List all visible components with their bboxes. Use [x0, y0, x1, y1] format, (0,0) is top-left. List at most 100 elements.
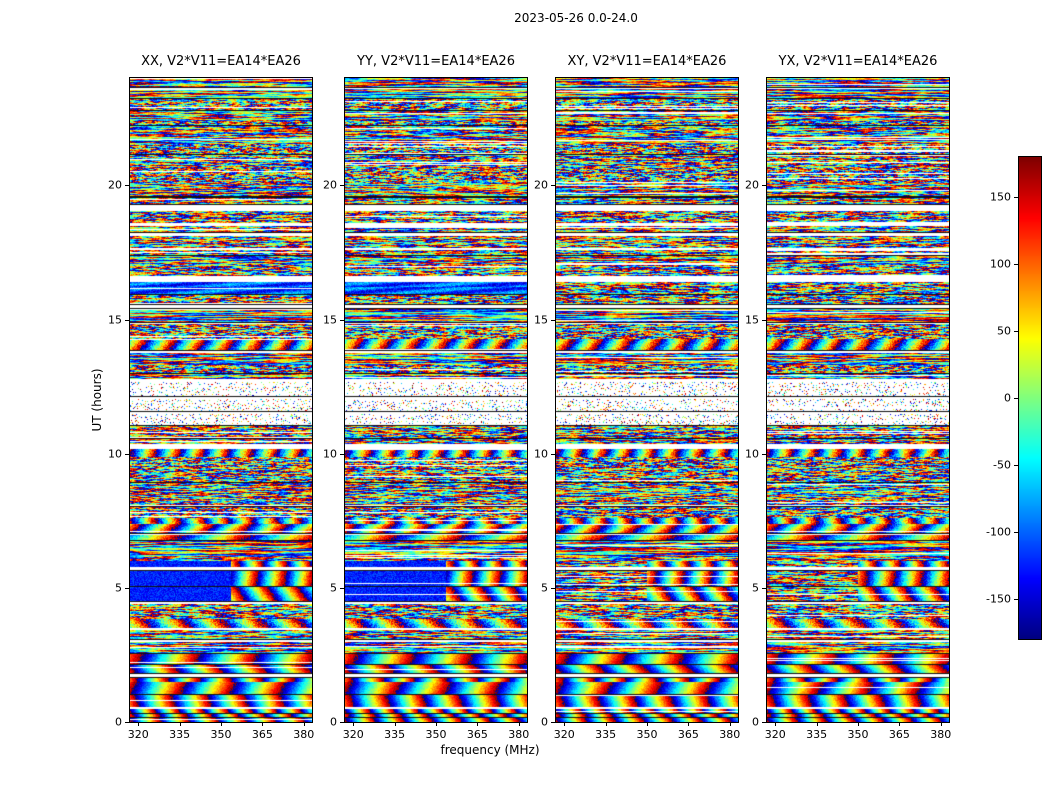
y-tick-label: 15: [323, 313, 337, 326]
y-tick-label: 150: [990, 190, 1011, 204]
x-tick-mark: [303, 722, 305, 726]
colorbar-gradient-canvas: [1019, 157, 1041, 639]
x-tick-label: 320: [342, 728, 364, 741]
y-tick-label: -50: [993, 458, 1011, 472]
y-tick-label: 0: [541, 715, 548, 729]
y-tick-mark: [1014, 598, 1019, 600]
y-tick-mark: [125, 319, 130, 321]
panel-yy: YY, V2*V11=EA14*EA26 320 335 350 365 380 0 5 10…: [323, 54, 529, 741]
x-tick-mark: [353, 722, 355, 726]
y-tick-label: 10: [745, 447, 759, 461]
x-tick-label: 350: [636, 728, 658, 741]
x-tick-mark: [816, 722, 818, 726]
y-tick-label: 20: [108, 178, 122, 192]
x-axis-label: frequency (MHz): [440, 743, 540, 757]
y-tick-label: -150: [986, 592, 1011, 606]
y-tick-mark: [340, 587, 345, 589]
heatmap-canvas-xy: [556, 78, 738, 722]
x-tick-label: 320: [553, 728, 575, 741]
y-tick-mark: [125, 722, 130, 723]
y-tick-label: 0: [330, 715, 337, 729]
y-tick-mark: [551, 185, 556, 187]
y-tick-label: 100: [990, 257, 1011, 271]
x-tick-mark: [605, 722, 607, 726]
x-tick-mark: [729, 722, 731, 726]
y-tick-mark: [125, 185, 130, 187]
x-tick-label: 335: [384, 728, 406, 741]
heatmap-canvas-xx: [130, 78, 312, 722]
y-tick-mark: [1014, 331, 1019, 333]
panel-ticks: 320 335 350 365 380 0 5 10 15 20: [108, 78, 314, 741]
y-tick-mark: [340, 185, 345, 187]
x-tick-mark: [394, 722, 396, 726]
y-tick-mark: [125, 587, 130, 589]
panel-ticks: 320 335 350 365 380 0 5 10 15 20: [534, 78, 740, 741]
y-tick-mark: [551, 453, 556, 455]
y-tick-label: 20: [534, 178, 548, 192]
y-tick-mark: [1014, 398, 1019, 399]
y-tick-mark: [125, 453, 130, 455]
y-axis-label: UT (hours): [90, 368, 104, 432]
y-tick-mark: [1014, 464, 1019, 466]
y-tick-mark: [340, 319, 345, 321]
x-tick-label: 320: [764, 728, 786, 741]
x-tick-mark: [858, 722, 859, 726]
y-tick-label: 15: [108, 313, 122, 326]
y-tick-label: 0: [752, 715, 759, 729]
y-tick-label: 0: [1004, 391, 1011, 405]
y-tick-label: 5: [115, 581, 122, 595]
x-tick-mark: [477, 722, 479, 726]
x-tick-label: 380: [719, 728, 741, 741]
y-tick-mark: [1014, 531, 1019, 533]
x-tick-label: 380: [930, 728, 952, 741]
y-tick-mark: [1014, 264, 1019, 266]
panel-yx: YX, V2*V11=EA14*EA26 320 335 350 365 380 0 5 10…: [745, 54, 951, 741]
x-tick-label: 365: [677, 728, 699, 741]
x-tick-label: 365: [466, 728, 488, 741]
y-tick-label: 15: [745, 313, 759, 326]
y-tick-mark: [762, 185, 767, 187]
x-tick-mark: [179, 722, 181, 726]
y-tick-label: 15: [534, 313, 548, 326]
x-tick-mark: [775, 722, 777, 726]
colorbar-ticks: 150 100 50 0 -50 -100 -150: [986, 157, 1041, 639]
y-tick-label: 20: [745, 178, 759, 192]
y-tick-label: 10: [108, 447, 122, 461]
y-tick-mark: [762, 587, 767, 589]
x-tick-label: 380: [508, 728, 530, 741]
x-tick-mark: [647, 722, 648, 726]
panel-title-xy: XY, V2*V11=EA14*EA26: [567, 54, 727, 69]
x-tick-label: 350: [425, 728, 447, 741]
x-tick-label: 380: [293, 728, 315, 741]
y-tick-label: 0: [115, 715, 122, 729]
panel-ticks: 320 335 350 365 380 0 5 10 15 20: [745, 78, 951, 741]
y-tick-mark: [340, 722, 345, 723]
panel-title-yx: YX, V2*V11=EA14*EA26: [778, 54, 938, 69]
y-tick-label: 50: [997, 324, 1011, 338]
x-tick-label: 335: [595, 728, 617, 741]
y-tick-label: 10: [323, 447, 337, 461]
x-tick-mark: [899, 722, 901, 726]
x-tick-label: 335: [169, 728, 191, 741]
x-tick-label: 335: [806, 728, 828, 741]
y-tick-label: 20: [323, 178, 337, 192]
x-tick-label: 365: [251, 728, 273, 741]
y-tick-mark: [551, 319, 556, 321]
heatmap-canvas-yy: [345, 78, 527, 722]
heatmap-canvas-yx: [767, 78, 949, 722]
x-tick-mark: [436, 722, 437, 726]
y-tick-label: 5: [541, 581, 548, 595]
x-tick-mark: [940, 722, 942, 726]
x-tick-mark: [138, 722, 140, 726]
x-tick-mark: [688, 722, 690, 726]
x-tick-mark: [564, 722, 566, 726]
figure-title: 2023-05-26 0.0-24.0: [514, 11, 638, 25]
y-tick-mark: [762, 722, 767, 723]
panel-ticks: 320 335 350 365 380 0 5 10 15 20: [323, 78, 529, 741]
panel-title-yy: YY, V2*V11=EA14*EA26: [357, 54, 515, 69]
y-tick-mark: [1014, 197, 1019, 199]
y-tick-label: 5: [752, 581, 759, 595]
panel-title-xx: XX, V2*V11=EA14*EA26: [141, 54, 301, 69]
x-tick-mark: [262, 722, 264, 726]
